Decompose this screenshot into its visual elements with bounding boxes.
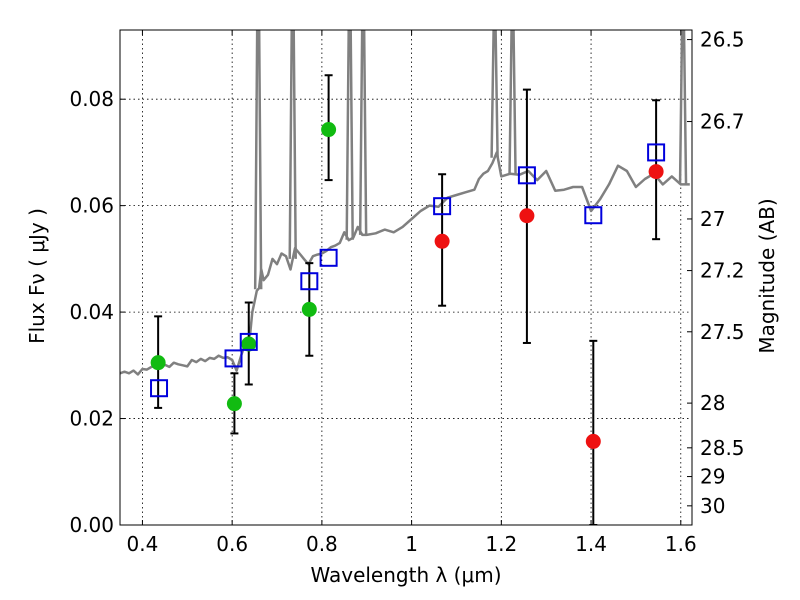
model-square-marker	[224, 349, 243, 368]
mag-tick-label: 27.5	[700, 320, 745, 344]
x-tick-label: 0.4	[127, 532, 159, 556]
green-data-point	[150, 355, 166, 371]
mag-tick-label: 28	[700, 391, 725, 415]
spectrum-emission-spike	[508, 30, 517, 174]
x-axis-label: Wavelength λ (μm)	[310, 563, 501, 587]
x-tick-label: 1.4	[575, 532, 607, 556]
red-data-point	[585, 433, 601, 449]
y-tick-label: 0.04	[69, 300, 114, 324]
spectrum-emission-spike	[345, 30, 354, 240]
model-square-marker	[584, 206, 603, 225]
spectrum-line	[120, 151, 690, 376]
plot-area	[120, 30, 690, 525]
model-square-marker	[319, 248, 338, 267]
axis-ticks	[120, 30, 692, 526]
x-tick-label: 0.6	[216, 532, 248, 556]
mag-tick-label: 27.2	[700, 259, 745, 283]
y-tick-label: 0.06	[69, 194, 114, 218]
mag-tick-label: 27	[700, 207, 725, 231]
mag-tick-label: 28.5	[700, 436, 745, 460]
spectrum-emission-spike	[253, 30, 263, 290]
model-square-marker	[433, 197, 452, 216]
red-data-point	[648, 164, 664, 180]
red-data-point	[519, 208, 535, 224]
mag-tick-label: 30	[700, 494, 725, 518]
x-tick-label: 1.6	[665, 532, 697, 556]
green-data-point	[301, 301, 317, 317]
mag-tick-label: 29	[700, 465, 725, 489]
model-square-marker	[300, 272, 319, 291]
mag-tick-label: 26.7	[700, 110, 745, 134]
plot-frame	[119, 29, 693, 526]
x-tick-label: 1	[405, 532, 418, 556]
mag-tick-label: 26.5	[700, 28, 745, 52]
red-data-point	[434, 233, 450, 249]
model-square-marker	[239, 332, 258, 351]
spectrum-emission-spike	[490, 30, 499, 158]
model-square-marker	[517, 166, 536, 185]
model-square-marker	[150, 379, 169, 398]
y-tick-label: 0.08	[69, 87, 114, 111]
spectrum-emission-spike	[678, 30, 688, 185]
y2-axis-label: Magnitude (AB)	[755, 198, 779, 353]
y-axis-label: Flux Fν ( μJy )	[25, 208, 49, 344]
green-data-point	[321, 122, 337, 138]
green-data-point	[241, 336, 257, 352]
green-data-point	[226, 396, 242, 412]
x-tick-label: 0.8	[306, 532, 338, 556]
x-tick-label: 1.2	[485, 532, 517, 556]
model-square-marker	[647, 143, 666, 162]
y-tick-label: 0.02	[69, 407, 114, 431]
spectrum-emission-spike	[358, 30, 368, 235]
spectrum-emission-spike	[288, 30, 297, 259]
tick-labels: 0.4 0.6 0.8 1 1.2 1.4 1.6 0.00 0.02 0.04 0.06 0.08 2…	[69, 28, 744, 556]
y-tick-label: 0.00	[69, 513, 114, 537]
